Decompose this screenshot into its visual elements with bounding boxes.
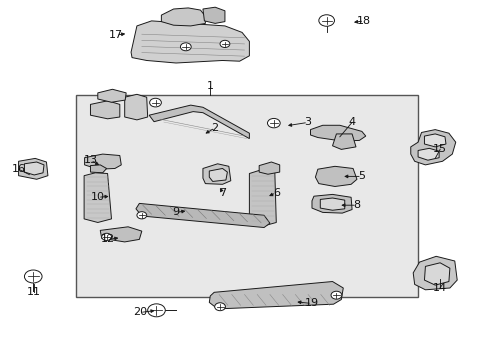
Text: 3: 3	[304, 117, 311, 127]
Polygon shape	[84, 154, 121, 169]
Text: 8: 8	[353, 200, 360, 210]
Text: 6: 6	[272, 188, 279, 198]
Text: 1: 1	[206, 81, 213, 91]
Polygon shape	[424, 134, 445, 147]
Text: 12: 12	[101, 234, 114, 244]
Polygon shape	[98, 89, 126, 102]
Polygon shape	[412, 256, 456, 290]
Polygon shape	[203, 7, 224, 23]
Circle shape	[220, 40, 229, 48]
Polygon shape	[136, 203, 269, 228]
Polygon shape	[310, 125, 365, 141]
Polygon shape	[90, 101, 120, 119]
Polygon shape	[424, 263, 449, 285]
Circle shape	[102, 233, 111, 240]
Text: 2: 2	[211, 123, 218, 133]
Polygon shape	[209, 282, 343, 309]
Text: 4: 4	[348, 117, 355, 127]
Polygon shape	[124, 94, 147, 120]
Polygon shape	[315, 166, 356, 186]
Polygon shape	[249, 169, 276, 226]
Text: 14: 14	[432, 283, 446, 293]
Polygon shape	[149, 105, 249, 139]
Text: 10: 10	[91, 192, 104, 202]
Polygon shape	[311, 194, 351, 213]
Polygon shape	[161, 8, 205, 26]
Polygon shape	[24, 162, 44, 175]
Text: 16: 16	[12, 164, 25, 174]
Text: 9: 9	[172, 207, 179, 217]
Circle shape	[267, 118, 280, 128]
Polygon shape	[19, 158, 48, 179]
Circle shape	[214, 303, 225, 311]
Text: 15: 15	[432, 144, 446, 154]
Text: 17: 17	[109, 30, 123, 40]
Polygon shape	[90, 165, 106, 173]
Circle shape	[137, 212, 146, 219]
Polygon shape	[332, 134, 355, 149]
Circle shape	[330, 291, 341, 299]
Polygon shape	[203, 164, 230, 184]
Polygon shape	[417, 148, 438, 160]
Circle shape	[149, 98, 161, 107]
Text: 20: 20	[133, 307, 146, 318]
Circle shape	[318, 15, 334, 26]
Bar	[76, 95, 417, 297]
Polygon shape	[410, 130, 455, 165]
Circle shape	[180, 43, 191, 51]
Text: 11: 11	[27, 287, 41, 297]
Polygon shape	[84, 173, 111, 222]
Polygon shape	[100, 227, 142, 242]
Text: 13: 13	[83, 155, 97, 165]
Text: 18: 18	[357, 16, 370, 26]
Polygon shape	[209, 168, 227, 181]
Polygon shape	[320, 198, 344, 210]
Text: 7: 7	[219, 188, 225, 198]
Polygon shape	[131, 21, 249, 63]
Circle shape	[24, 270, 42, 283]
Text: 19: 19	[305, 298, 318, 309]
Circle shape	[147, 304, 165, 317]
Polygon shape	[259, 162, 279, 174]
Text: 5: 5	[358, 171, 365, 181]
